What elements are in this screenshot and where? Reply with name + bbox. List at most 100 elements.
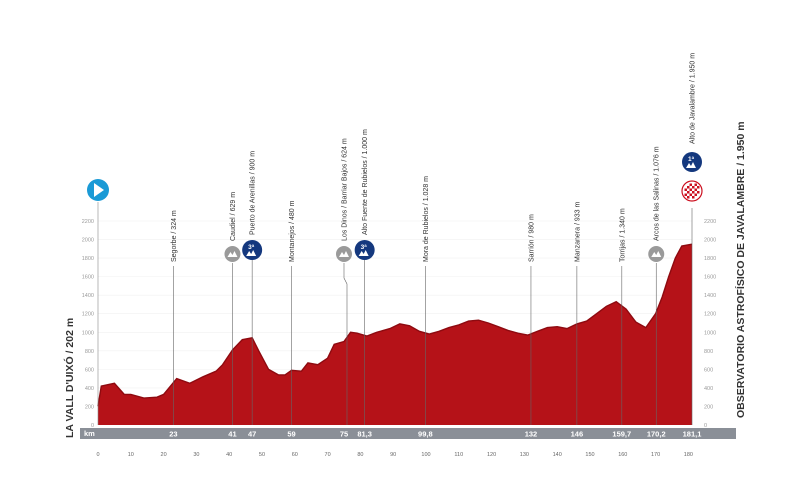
checker-square [692,196,695,199]
point-label: Alto Fuente de Rubielos / 1.000 m [362,129,369,235]
x-tick-label: 20 [161,452,167,458]
checker-square [694,188,697,191]
checker-square [684,188,687,191]
x-tick-label: 160 [618,452,627,458]
mountain-icon [686,162,696,168]
y-tick-label-left: 400 [85,386,94,392]
marker-lines-layer [97,202,693,425]
checker-square [687,191,690,194]
y-tick-label-right: 600 [704,367,713,373]
km-marker-label: 47 [248,430,256,439]
y-tick-label-right: 1800 [704,256,716,262]
x-tick-label: 40 [226,452,232,458]
km-marker-label: 75 [340,430,348,439]
y-tick-label-right: 200 [704,404,713,410]
y-tick-label-right: 1200 [704,312,716,318]
x-tick-label: 170 [651,452,660,458]
y-tick-label-left: 800 [85,349,94,355]
sprint-badge [648,246,665,262]
y-tick-label-left: 600 [85,367,94,373]
x-tick-label: 70 [325,452,331,458]
checker-square [694,193,697,196]
x-tick-label: 90 [390,452,396,458]
y-tick-label-left: 1600 [82,275,94,281]
checker-square [692,186,695,189]
x-tick-label: 30 [193,452,199,458]
point-label: Manzanera / 933 m [574,202,581,262]
y-tick-label-right: 1600 [704,275,716,281]
elevation-outline [97,243,693,407]
km-marker-label: 146 [571,430,584,439]
mountain-icon [338,251,349,257]
y-tick-label-left: 0 [91,423,94,429]
checker-square [697,186,700,189]
y-tick-label-left: 2000 [82,238,94,244]
km-marker-label: 23 [169,430,177,439]
y-tick-label-right: 800 [704,349,713,355]
x-tick-label: 140 [553,452,562,458]
checker-square [687,196,690,199]
km-marker-label: 41 [228,430,236,439]
elevation-area [98,244,692,425]
y-tick-label-right: 2200 [704,219,716,225]
x-tick-label: 10 [128,452,134,458]
checker-square [694,183,697,186]
y-tick-label-left: 2200 [82,219,94,225]
axis-layer: 0200400600800100012001400160018002000220… [80,219,736,458]
checker-square [689,183,692,186]
climb-category-label: 3ª [248,244,255,251]
mountain-icon [651,251,662,257]
x-tick-label: 0 [96,452,99,458]
finish-label: OBSERVATORIO ASTROFÍSICO DE JAVALAMBRE /… [734,121,747,418]
x-tick-label: 50 [259,452,265,458]
y-tick-label-right: 2000 [704,238,716,244]
km-marker-label: 81,3 [357,430,372,439]
point-label: Torrijas / 1.340 m [619,208,626,262]
x-tick-label: 100 [421,452,430,458]
y-tick-label-left: 200 [85,404,94,410]
km-marker-label: 181,1 [683,430,702,439]
x-tick-label: 120 [487,452,496,458]
km-axis-bar [80,428,736,439]
y-tick-label-right: 0 [704,423,707,429]
start-label: LA VALL D'UIXÓ / 202 m [63,318,76,438]
km-marker-label: 59 [287,430,295,439]
x-tick-label: 150 [585,452,594,458]
y-tick-label-right: 1400 [704,293,716,299]
y-tick-label-right: 400 [704,386,713,392]
x-tick-label: 110 [454,452,463,458]
point-label: Los Dinos / Barriar Bajos / 624 m [341,138,348,241]
play-icon [94,183,104,197]
sprint-badge [335,246,352,262]
point-label: Montanejos / 480 m [289,200,296,262]
checker-square [689,188,692,191]
km-axis-label: km [84,429,95,438]
point-labels-layer: Segorbe / 324 m Caudiel / 629 m 3ª Puerto d… [87,53,703,262]
point-label: Alto de Javalambre / 1.950 m [690,53,697,144]
mountain-icon [246,250,257,256]
point-label: Arcos de las Salinas / 1.076 m [654,146,661,241]
climb-category-label: 3ª [361,244,368,251]
checker-square [689,193,692,196]
x-tick-label: 180 [684,452,693,458]
checker-square [692,191,695,194]
x-tick-label: 60 [292,452,298,458]
y-tick-label-left: 1400 [82,293,94,299]
point-label: Sarrión / 980 m [528,214,535,262]
checker-square [687,186,690,189]
x-tick-label: 80 [357,452,363,458]
y-tick-label-left: 1000 [82,330,94,336]
y-tick-label-right: 1000 [704,330,716,336]
checker-square [684,193,687,196]
x-tick-label: 130 [520,452,529,458]
point-label: Segorbe / 324 m [171,210,178,262]
km-marker-label: 159,7 [612,430,631,439]
checker-square [697,191,700,194]
point-label: Puerto de Arenillas / 900 m [250,151,257,235]
km-marker-label: 170,2 [647,430,666,439]
mountain-icon [358,250,369,256]
mountain-icon [227,251,238,257]
climb-category-label: 1ª [688,156,695,163]
km-marker-label: 132 [525,430,538,439]
